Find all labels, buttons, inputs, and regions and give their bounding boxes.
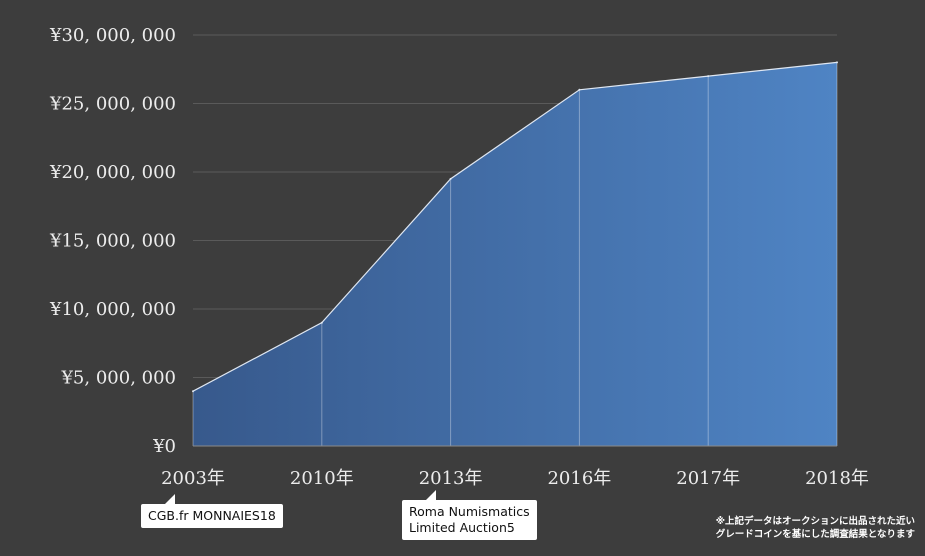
- annotation-callout: Roma Numismatics Limited Auction5: [402, 490, 537, 540]
- y-tick-label: ¥25, 000, 000: [49, 94, 176, 115]
- footnote: ※上記データはオークションに出品された近い グレードコインを基にした調査結果とな…: [716, 515, 915, 541]
- y-tick-label: ¥30, 000, 000: [49, 25, 176, 46]
- x-tick-label: 2013年: [419, 468, 483, 489]
- y-tick-label: ¥5, 000, 000: [60, 368, 176, 389]
- data-point: [578, 88, 581, 91]
- annotation-label: CGB.fr MONNAIES18: [148, 508, 276, 523]
- data-point: [449, 177, 452, 180]
- x-tick-label: 2003年: [161, 468, 225, 489]
- annotation-label-line: Roma Numismatics: [409, 504, 530, 519]
- data-point: [836, 61, 838, 64]
- footnote-line: グレードコインを基にした調査結果となります: [715, 529, 915, 540]
- y-tick-label: ¥10, 000, 000: [49, 299, 176, 320]
- annotation-label-line: Limited Auction5: [409, 520, 515, 535]
- area-fill: [193, 62, 837, 447]
- x-tick-label: 2016年: [547, 468, 611, 489]
- x-tick-label: 2018年: [805, 468, 869, 489]
- data-point: [192, 390, 194, 393]
- y-tick-label: ¥0: [152, 436, 176, 457]
- y-tick-label: ¥20, 000, 000: [49, 162, 176, 183]
- data-point: [707, 75, 710, 78]
- x-tick-label: 2017年: [676, 468, 740, 489]
- annotation-callout: CGB.fr MONNAIES18: [141, 494, 283, 528]
- footnote-line: ※上記データはオークションに出品された近い: [715, 516, 915, 527]
- x-tick-label: 2010年: [290, 468, 354, 489]
- y-tick-label: ¥15, 000, 000: [49, 231, 176, 252]
- data-point: [320, 321, 323, 324]
- series-line: [192, 61, 838, 392]
